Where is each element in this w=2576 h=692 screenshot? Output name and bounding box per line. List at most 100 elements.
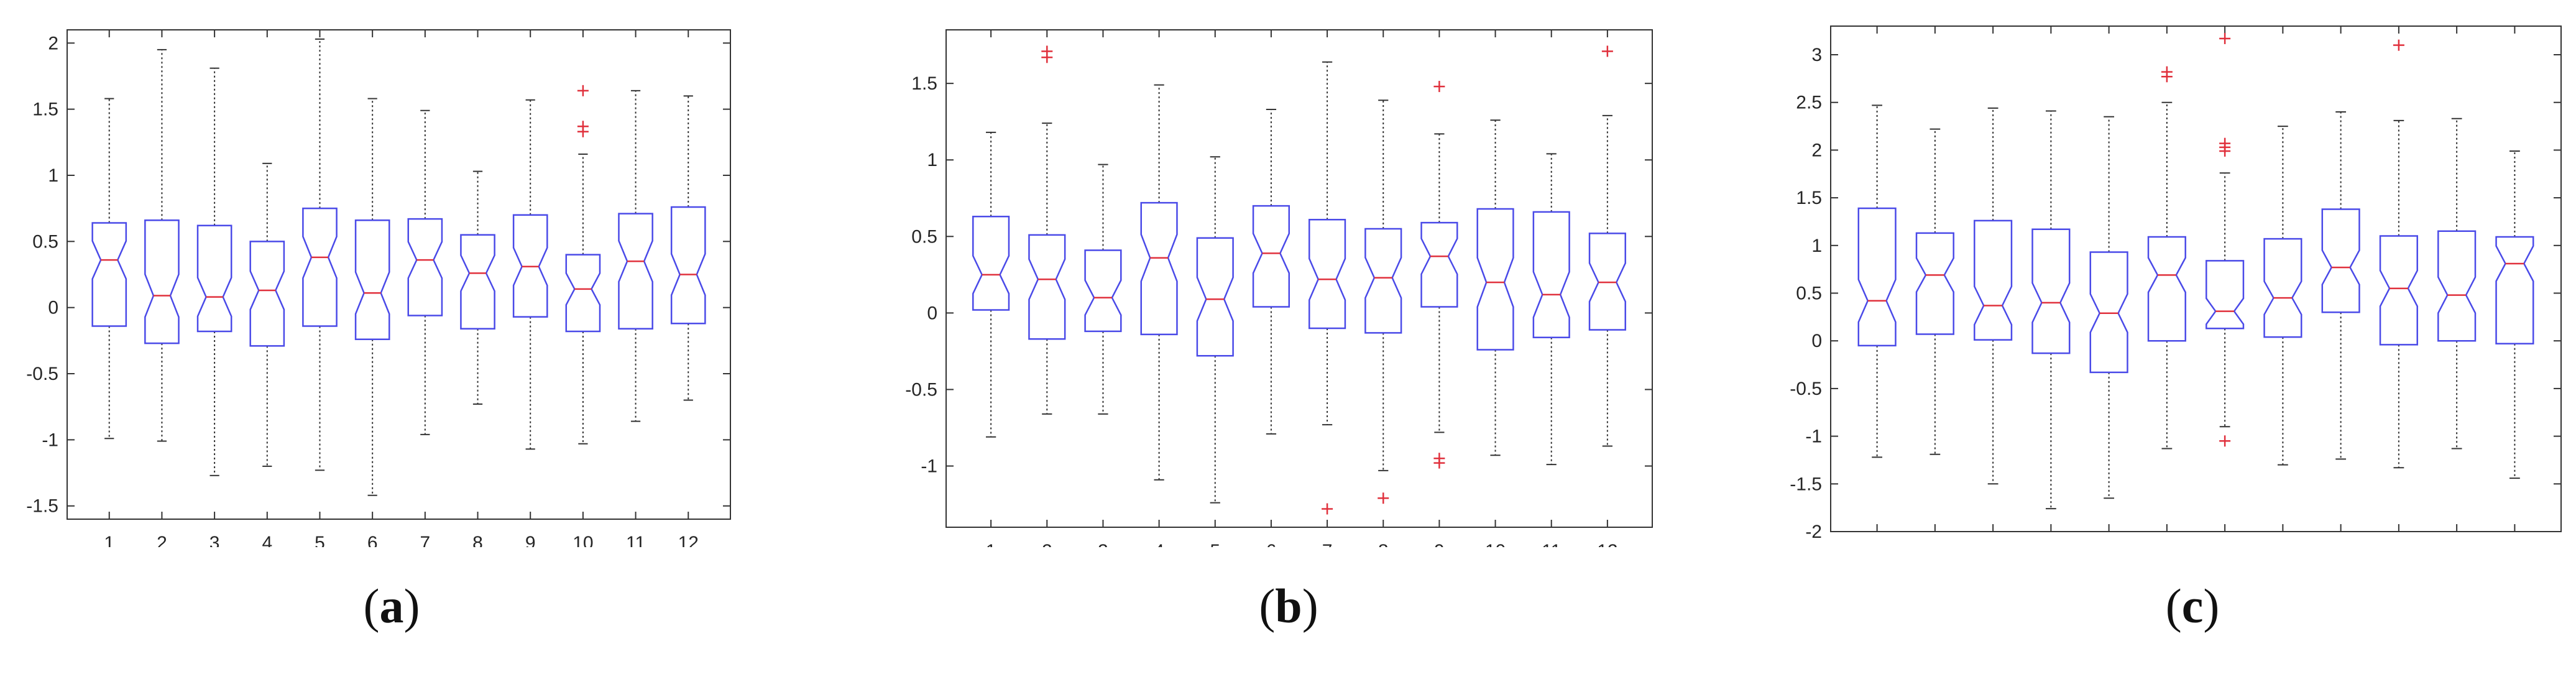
outlier-marker xyxy=(1041,45,1053,57)
y-tick-label: 1.5 xyxy=(32,99,58,120)
box-group-11 xyxy=(618,90,653,422)
x-tick-label: 6 xyxy=(2162,545,2173,547)
notched-box xyxy=(1420,221,1458,308)
notched-box xyxy=(1196,237,1234,357)
y-tick-label: 1 xyxy=(927,150,937,170)
box-group-10 xyxy=(2379,39,2418,469)
y-tick-label: 0.5 xyxy=(911,226,937,247)
outlier-marker xyxy=(2219,32,2231,44)
box-group-10 xyxy=(1476,119,1514,456)
box-group-10 xyxy=(565,85,601,445)
boxplot-chart-c: -2-1.5-1-0.500.511.522.53123456789101112 xyxy=(1790,25,2562,547)
outlier-marker xyxy=(577,85,589,96)
notched-box xyxy=(1252,205,1290,308)
y-tick-label: -1.5 xyxy=(26,496,58,517)
x-tick-label: 4 xyxy=(1154,541,1164,547)
box-group-5 xyxy=(1196,156,1234,504)
x-tick-label: 9 xyxy=(2335,545,2346,547)
panel-c: -2-1.5-1-0.500.511.522.53123456789101112 xyxy=(1759,0,2574,547)
box-group-2 xyxy=(1915,128,1954,455)
box-group-7 xyxy=(1308,61,1346,515)
x-tick-label: 9 xyxy=(1434,541,1445,547)
notched-box xyxy=(354,219,390,340)
outlier-marker xyxy=(1601,45,1613,57)
y-tick-label: 0.5 xyxy=(32,231,58,252)
x-tick-label: 3 xyxy=(209,533,220,547)
y-tick-label: -0.5 xyxy=(1790,379,1822,399)
box-group-3 xyxy=(196,67,232,476)
x-tick-label: 12 xyxy=(2505,545,2525,547)
box-group-7 xyxy=(2206,32,2245,447)
outlier-marker xyxy=(1378,492,1389,504)
box-group-3 xyxy=(1084,164,1122,415)
y-tick-label: -2 xyxy=(1805,522,1822,542)
notched-box xyxy=(2379,235,2418,346)
notched-box xyxy=(2321,208,2360,313)
notched-box xyxy=(1532,211,1570,339)
x-tick-label: 1 xyxy=(1872,545,1882,547)
notched-box xyxy=(1140,201,1178,336)
notched-box xyxy=(1476,208,1514,351)
x-tick-label: 3 xyxy=(1988,545,1999,547)
y-tick-label: 3 xyxy=(1811,45,1822,65)
y-tick-label: -1 xyxy=(1805,427,1822,447)
notched-box xyxy=(196,224,232,333)
box-group-1 xyxy=(972,131,1010,438)
caption-a: (a) xyxy=(267,578,516,634)
box-group-7 xyxy=(407,109,443,435)
outlier-marker xyxy=(2161,66,2173,78)
caption-b: (b) xyxy=(1164,578,1413,634)
box-group-9 xyxy=(512,99,548,450)
notched-box xyxy=(2031,228,2071,354)
x-tick-label: 3 xyxy=(1098,541,1108,547)
outlier-marker xyxy=(1322,503,1333,515)
x-tick-label: 4 xyxy=(262,533,272,547)
plot-frame xyxy=(1830,25,2562,532)
notched-box xyxy=(1084,249,1122,333)
notched-box xyxy=(1857,207,1897,347)
box-group-5 xyxy=(2089,116,2128,499)
x-tick-label: 5 xyxy=(2104,545,2114,547)
box-group-1 xyxy=(91,98,127,440)
y-tick-label: -1.5 xyxy=(1790,474,1822,494)
box-group-6 xyxy=(2147,66,2186,450)
plot-frame xyxy=(67,29,731,520)
box-group-9 xyxy=(1420,81,1458,469)
notched-box xyxy=(2437,230,2477,342)
y-tick-label: 1.5 xyxy=(1796,188,1822,208)
x-tick-label: 10 xyxy=(2388,545,2409,547)
x-tick-label: 4 xyxy=(2046,545,2056,547)
caption-a-letter: a xyxy=(379,579,404,633)
notched-box xyxy=(302,207,338,327)
y-tick-label: 2.5 xyxy=(1796,93,1822,113)
x-tick-label: 7 xyxy=(1322,541,1333,547)
panel-b: -1-0.500.511.5123456789101112 xyxy=(864,0,1672,547)
x-tick-label: 12 xyxy=(678,533,699,547)
notched-box xyxy=(2147,236,2186,342)
y-tick-label: 0.5 xyxy=(1796,284,1822,304)
notched-box xyxy=(972,216,1010,311)
boxplot-chart-b: -1-0.500.511.5123456789101112 xyxy=(905,29,1653,547)
plot-frame xyxy=(945,29,1653,528)
box-group-4 xyxy=(249,162,285,467)
notched-box xyxy=(1915,232,1954,335)
box-group-12 xyxy=(2495,150,2534,479)
x-tick-label: 10 xyxy=(573,533,593,547)
notched-box xyxy=(1308,218,1346,330)
outlier-marker xyxy=(2219,145,2231,157)
caption-c-letter: c xyxy=(2181,579,2204,633)
outlier-marker xyxy=(577,121,589,132)
outlier-marker xyxy=(1433,457,1445,469)
y-tick-label: 0 xyxy=(48,298,58,318)
y-tick-label: 1 xyxy=(1811,236,1822,256)
notched-box xyxy=(460,234,495,330)
box-group-3 xyxy=(1974,107,2013,485)
x-tick-label: 5 xyxy=(315,533,325,547)
y-tick-label: -1 xyxy=(921,456,937,477)
box-group-2 xyxy=(144,48,180,442)
y-tick-label: 2 xyxy=(48,33,58,53)
box-group-11 xyxy=(2437,118,2477,450)
notched-box xyxy=(670,206,706,325)
box-group-6 xyxy=(354,98,390,496)
x-tick-label: 9 xyxy=(525,533,536,547)
